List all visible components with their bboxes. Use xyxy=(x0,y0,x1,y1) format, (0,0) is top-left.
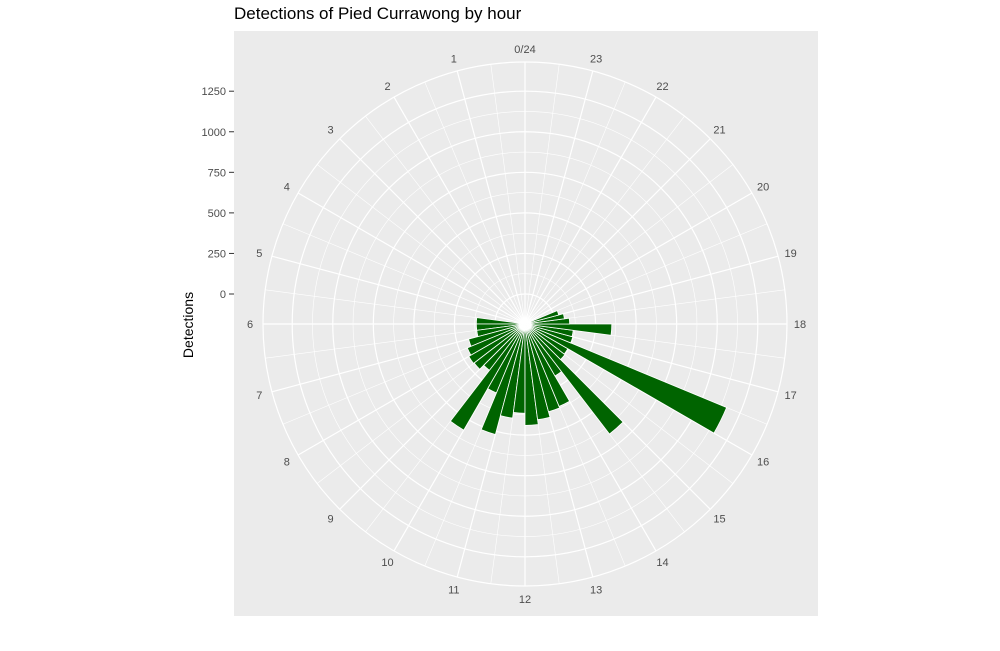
radial-grid-line-44 xyxy=(524,96,657,325)
hour-label-12: 12 xyxy=(519,594,531,606)
hour-label-22: 22 xyxy=(656,81,668,93)
hour-label-10: 10 xyxy=(381,557,393,569)
hour-label-18: 18 xyxy=(794,319,806,331)
chart-title: Detections of Pied Currawong by hour xyxy=(234,4,522,23)
hour-label-5: 5 xyxy=(256,248,262,260)
bar-10 xyxy=(480,323,526,435)
y-tick-label-1: 250 xyxy=(208,248,226,260)
bar-27 xyxy=(524,310,560,325)
hour-label-3: 3 xyxy=(327,125,333,137)
bar-11 xyxy=(499,323,526,419)
bar-19 xyxy=(524,323,566,361)
radial-grid-line-8 xyxy=(297,192,526,325)
hour-label-6: 6 xyxy=(247,319,253,331)
y-axis: 0 250 500 750 1000 1250 xyxy=(202,86,234,301)
radial-grid-line-7 xyxy=(316,164,526,325)
bars xyxy=(449,310,728,435)
bar-24 xyxy=(524,323,613,336)
hour-label-21: 21 xyxy=(713,125,725,137)
radial-grid-line-9 xyxy=(282,223,526,325)
y-tick-label-0: 0 xyxy=(220,289,226,301)
radial-grid-line-1 xyxy=(490,64,526,325)
radial-grid-line-47 xyxy=(524,64,560,325)
hour-label-1: 1 xyxy=(451,53,457,65)
radial-grid-line-5 xyxy=(365,115,526,325)
y-tick-label-3: 750 xyxy=(208,167,226,179)
bar-16 xyxy=(524,323,571,407)
radial-grid-line-46 xyxy=(524,70,594,325)
radial-grid-line-6 xyxy=(339,138,526,325)
hour-label-0: 0/24 xyxy=(514,44,535,56)
hour-label-13: 13 xyxy=(590,585,602,597)
hour-labels: 0/24123456789101112131415161718192021222… xyxy=(247,44,806,606)
hour-label-14: 14 xyxy=(656,557,668,569)
hour-label-9: 9 xyxy=(327,513,333,525)
bar-6 xyxy=(473,323,526,370)
y-tick-label-4: 1000 xyxy=(202,127,226,139)
hour-label-16: 16 xyxy=(757,457,769,469)
hour-label-8: 8 xyxy=(284,457,290,469)
hour-label-15: 15 xyxy=(713,513,725,525)
hour-label-20: 20 xyxy=(757,182,769,194)
radial-grid-line-42 xyxy=(524,138,711,325)
radial-grid-line-39 xyxy=(524,223,768,325)
radial-grid-line-41 xyxy=(524,164,734,325)
radial-grid-line-10 xyxy=(271,255,526,325)
hour-label-11: 11 xyxy=(448,585,459,597)
hour-label-17: 17 xyxy=(785,390,797,402)
y-tick-label-5: 1250 xyxy=(202,86,226,98)
hour-label-23: 23 xyxy=(590,53,602,65)
hour-label-4: 4 xyxy=(284,182,290,194)
y-tick-label-2: 500 xyxy=(208,208,226,220)
radial-grid-line-38 xyxy=(524,255,779,325)
radial-grid-line-40 xyxy=(524,192,753,325)
radial-grid-line-45 xyxy=(524,81,626,325)
bar-22 xyxy=(524,323,574,344)
bar-5 xyxy=(468,323,526,365)
hour-label-7: 7 xyxy=(256,390,262,402)
hour-label-2: 2 xyxy=(384,81,390,93)
bar-21 xyxy=(524,323,728,434)
radial-grid-line-43 xyxy=(524,115,685,325)
radial-grid-line-3 xyxy=(424,81,526,325)
hour-label-19: 19 xyxy=(785,248,797,260)
radial-grid-line-4 xyxy=(393,96,526,325)
radial-grid-line-2 xyxy=(456,70,526,325)
bar-18 xyxy=(524,323,624,435)
bar-8 xyxy=(449,323,526,431)
